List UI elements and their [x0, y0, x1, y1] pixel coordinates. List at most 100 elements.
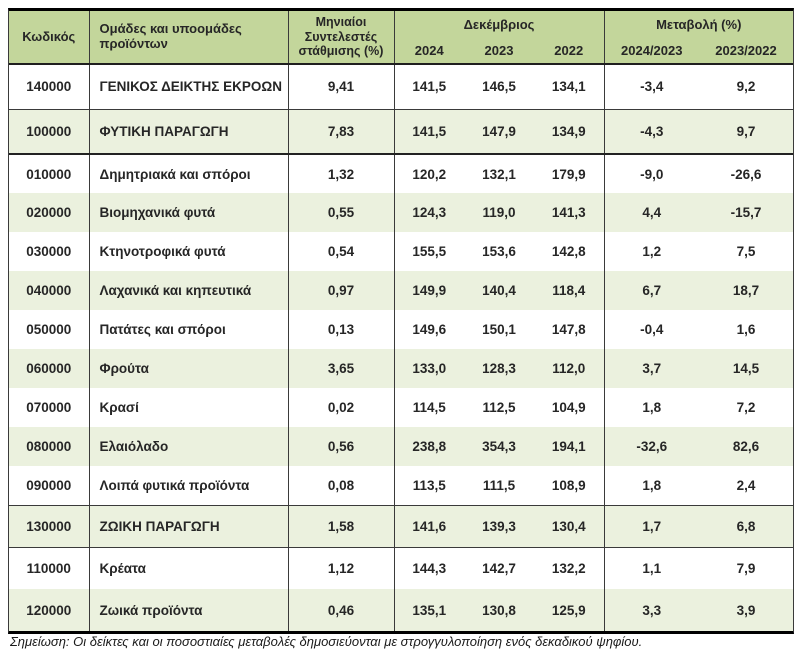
product-group-cell: ΦΥΤΙΚΗ ΠΑΡΑΓΩΓΗ	[89, 109, 289, 155]
change-2024-2023-header: 2024/2023	[604, 39, 699, 65]
change-2023-2022-cell: 14,5	[732, 361, 760, 376]
weight-cell: 0,56	[288, 427, 395, 466]
change-2023-2022-cell: 7,5	[736, 244, 756, 259]
code-column-header: Κωδικός	[9, 11, 90, 65]
header-group-row: Κωδικός Ομάδες και υποομάδες προϊόντων Μ…	[9, 11, 793, 65]
product-group-cell: Κτηνοτροφικά φυτά	[89, 232, 289, 271]
index-2024-cell: 113,5	[394, 466, 464, 506]
change-2024-2023-cell: 6,7	[642, 283, 662, 298]
index-2024-cell: 124,3	[412, 205, 447, 220]
code-cell: 040000	[9, 271, 90, 310]
table-body: 140000 ΓΕΝΙΚΟΣ ΔΕΙΚΤΗΣ ΕΚΡΟΩΝ 9,41 141,5 146…	[9, 64, 793, 631]
code-cell: 070000	[9, 388, 90, 427]
table-row: 130000 ΖΩΙΚΗ ΠΑΡΑΓΩΓΗ 1,58 141,6 139,3 130,4 1…	[9, 505, 793, 548]
index-2024-cell: 149,9	[412, 283, 447, 298]
product-group-cell: Λοιπά φυτικά προϊόντα	[89, 466, 289, 506]
weight-cell: 0,02	[288, 388, 395, 427]
table-row: 070000 Κρασί 0,02 114,5 112,5 104,9 1,8 7,2	[9, 388, 793, 427]
index-2023-cell: 146,5	[464, 64, 534, 110]
weight-cell: 1,58	[288, 505, 395, 548]
code-cell: 130000	[9, 505, 90, 548]
table-row: 010000 Δημητριακά και σπόροι 1,32 120,2 132,…	[9, 154, 793, 193]
header-years-row: 2024 2023 2022 2024/2023 2023/2022	[9, 39, 793, 65]
table-row: 080000 Ελαιόλαδο 0,56 238,8 354,3 194,1 -32,6 8…	[9, 427, 793, 466]
index-2023-cell: 128,3	[482, 361, 516, 376]
index-2022-cell: 118,4	[534, 271, 605, 310]
index-2022-cell: 141,3	[534, 193, 605, 232]
change-2024-2023-cell: -3,4	[604, 64, 699, 110]
weight-cell: 7,83	[288, 109, 395, 155]
index-2022-cell: 108,9	[534, 466, 605, 506]
index-2022-cell: 134,9	[534, 109, 605, 155]
index-2023-cell: 130,8	[482, 602, 516, 618]
index-2022-cell: 130,4	[534, 505, 605, 548]
index-2022-cell: 112,0	[534, 349, 605, 388]
index-2023-cell: 139,3	[464, 505, 534, 548]
change-2024-2023-cell: 1,2	[642, 244, 662, 259]
table-row: 030000 Κτηνοτροφικά φυτά 0,54 155,5 153,6 142…	[9, 232, 793, 271]
change-2023-2022-cell: 18,7	[732, 283, 760, 298]
weight-cell: 1,32	[288, 154, 395, 193]
product-group-cell: Ζωικά προϊόντα	[89, 589, 289, 631]
weight-cell: 1,12	[288, 547, 395, 589]
code-cell: 020000	[9, 193, 90, 232]
year-2024-header: 2024	[394, 39, 464, 65]
code-cell: 090000	[9, 466, 90, 506]
table-row: 020000 Βιομηχανικά φυτά 0,55 124,3 119,0 141,…	[9, 193, 793, 232]
index-2022-cell: 147,8	[534, 310, 605, 349]
product-group-cell: Δημητριακά και σπόροι	[89, 154, 289, 193]
product-group-cell: Βιομηχανικά φυτά	[89, 193, 289, 232]
index-2022-cell: 179,9	[534, 154, 605, 193]
index-2023-cell: 354,3	[482, 439, 516, 454]
table-row: 090000 Λοιπά φυτικά προϊόντα 0,08 113,5 111,…	[9, 466, 793, 506]
change-2024-2023-cell: 1,7	[604, 505, 699, 548]
index-2022-cell: 194,1	[534, 427, 605, 466]
product-group-cell: ΓΕΝΙΚΟΣ ΔΕΙΚΤΗΣ ΕΚΡΟΩΝ	[89, 64, 289, 110]
weight-cell: 0,46	[288, 589, 395, 631]
change-2024-2023-cell: 1,8	[604, 466, 699, 506]
product-group-cell: ΖΩΙΚΗ ΠΑΡΑΓΩΓΗ	[89, 505, 289, 548]
product-group-cell: Κρέατα	[89, 547, 289, 589]
output-price-index-table: Κωδικός Ομάδες και υποομάδες προϊόντων Μ…	[9, 11, 793, 631]
index-2022-cell: 134,1	[534, 64, 605, 110]
index-2024-cell: 144,3	[412, 560, 447, 576]
code-cell: 030000	[9, 232, 90, 271]
change-2023-2022-cell: 1,6	[736, 322, 756, 337]
code-cell: 100000	[9, 109, 90, 155]
code-cell: 080000	[9, 427, 90, 466]
index-2024-cell: 155,5	[412, 244, 447, 259]
index-2022-cell: 125,9	[534, 589, 605, 631]
year-2022-header: 2022	[534, 39, 605, 65]
weight-cell: 0,54	[288, 232, 395, 271]
table-row: 110000 Κρέατα 1,12 144,3 142,7 132,2 1,1 7,9	[9, 547, 793, 589]
index-2023-cell: 153,6	[482, 244, 516, 259]
table-row: 140000 ΓΕΝΙΚΟΣ ΔΕΙΚΤΗΣ ΕΚΡΟΩΝ 9,41 141,5 146…	[9, 64, 793, 110]
year-2023-header: 2023	[464, 39, 534, 65]
change-2024-2023-cell: -0,4	[640, 322, 664, 337]
code-cell: 060000	[9, 349, 90, 388]
index-2023-cell: 140,4	[482, 283, 516, 298]
table-row: 050000 Πατάτες και σπόροι 0,13 149,6 150,1 14…	[9, 310, 793, 349]
weight-cell: 0,97	[288, 271, 395, 310]
change-2023-2022-cell: 2,4	[699, 466, 793, 506]
index-2022-cell: 104,9	[534, 388, 605, 427]
groups-column-header: Ομάδες και υποομάδες προϊόντων	[89, 11, 289, 65]
product-group-cell: Φρούτα	[89, 349, 289, 388]
product-group-cell: Λαχανικά και κηπευτικά	[89, 271, 289, 310]
change-2023-2022-cell: -15,7	[730, 205, 762, 220]
table-row: 100000 ΦΥΤΙΚΗ ΠΑΡΑΓΩΓΗ 7,83 141,5 147,9 134,9…	[9, 109, 793, 155]
change-2023-2022-cell: 82,6	[732, 439, 760, 454]
change-2023-2022-cell: 7,9	[736, 560, 756, 576]
change-2023-2022-cell: -26,6	[730, 166, 762, 182]
table-row: 120000 Ζωικά προϊόντα 0,46 135,1 130,8 125,9 3…	[9, 589, 793, 631]
index-2023-cell: 112,5	[482, 400, 516, 415]
weight-cell: 9,41	[288, 64, 395, 110]
weight-cell: 3,65	[288, 349, 395, 388]
december-group-header: Δεκέμβριος	[394, 11, 605, 39]
change-2023-2022-cell: 7,2	[736, 400, 756, 415]
change-2024-2023-cell: 3,3	[642, 602, 662, 618]
change-2024-2023-cell: 1,8	[642, 400, 662, 415]
index-2023-cell: 142,7	[482, 560, 516, 576]
change-2024-2023-cell: 1,1	[642, 560, 662, 576]
index-2023-cell: 119,0	[482, 205, 516, 220]
